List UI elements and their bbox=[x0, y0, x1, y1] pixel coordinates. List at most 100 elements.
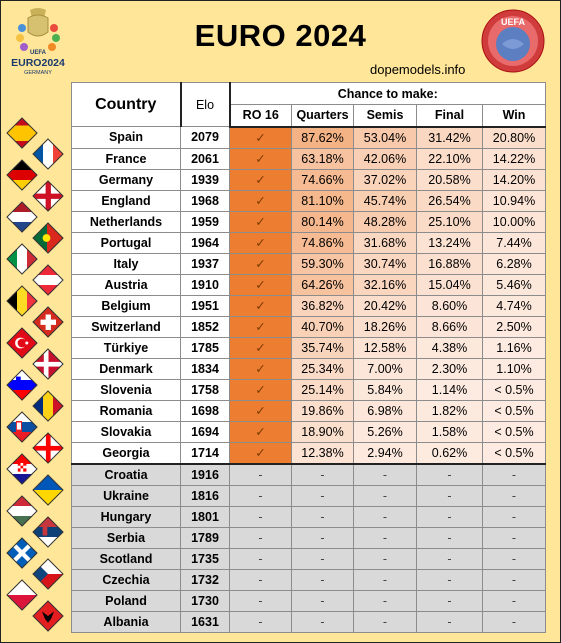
cell-final: 8.66% bbox=[416, 315, 483, 338]
cell-quarters: - bbox=[291, 484, 354, 507]
cell-elo: 1834 bbox=[180, 357, 230, 380]
switzerland-flag-icon bbox=[32, 306, 64, 338]
cell-win: - bbox=[482, 547, 546, 570]
cell-elo: 1852 bbox=[180, 315, 230, 338]
serbia-flag-icon bbox=[32, 516, 64, 548]
cell-quarters: - bbox=[291, 610, 354, 633]
euro2024-logo-icon: UEFA EURO2024 GERMANY bbox=[11, 8, 65, 76]
cell-win: 7.44% bbox=[482, 231, 546, 254]
uefa-logo-icon: UEFA bbox=[481, 9, 545, 73]
table-row: Slovakia 1694 ✓ 18.90% 5.26% 1.58% < 0.5% bbox=[71, 420, 546, 443]
cell-elo: 1735 bbox=[180, 547, 230, 570]
table-row: Romania 1698 ✓ 19.86% 6.98% 1.82% < 0.5% bbox=[71, 399, 546, 422]
table-row: Croatia 1916- - - - - bbox=[71, 462, 546, 486]
cell-quarters: 63.18% bbox=[291, 147, 354, 170]
portugal-flag-icon bbox=[32, 222, 64, 254]
flags-column bbox=[6, 117, 64, 632]
table-row: Georgia 1714 ✓ 12.38% 2.94% 0.62% < 0.5% bbox=[71, 441, 546, 464]
cell-country: Slovenia bbox=[71, 378, 181, 401]
cell-country: Scotland bbox=[71, 547, 181, 570]
cell-ro16: - bbox=[229, 610, 292, 633]
cell-win: - bbox=[482, 484, 546, 507]
cell-elo: 1730 bbox=[180, 589, 230, 612]
cell-semis: 45.74% bbox=[353, 189, 417, 212]
cell-final: - bbox=[416, 568, 483, 591]
cell-win: 5.46% bbox=[482, 273, 546, 296]
cell-quarters: 12.38% bbox=[291, 441, 354, 464]
cell-semis: 42.06% bbox=[353, 147, 417, 170]
cell-ro16: ✓ bbox=[229, 210, 292, 233]
cell-quarters: - bbox=[291, 526, 354, 549]
cell-ro16: ✓ bbox=[229, 399, 292, 422]
table-row: Austria 1910 ✓ 64.26% 32.16% 15.04% 5.46% bbox=[71, 273, 546, 296]
cell-ro16: ✓ bbox=[229, 168, 292, 191]
cell-quarters: 40.70% bbox=[291, 315, 354, 338]
cell-ro16: ✓ bbox=[229, 273, 292, 296]
cell-win: 10.00% bbox=[482, 210, 546, 233]
table-row: Italy 1937 ✓ 59.30% 30.74% 16.88% 6.28% bbox=[71, 252, 546, 275]
cell-win: 20.80% bbox=[482, 126, 546, 149]
cell-elo: 1801 bbox=[180, 505, 230, 528]
cell-country: Denmark bbox=[71, 357, 181, 380]
table-row: Ukraine 1816- - - - - bbox=[71, 484, 546, 507]
col-header-ro16: RO 16 bbox=[229, 104, 292, 128]
cell-win: - bbox=[482, 568, 546, 591]
cell-final: 4.38% bbox=[416, 336, 483, 359]
cell-ro16: ✓ bbox=[229, 126, 292, 149]
cell-semis: 48.28% bbox=[353, 210, 417, 233]
cell-elo: 1968 bbox=[180, 189, 230, 212]
cell-semis: 5.26% bbox=[353, 420, 417, 443]
cell-semis: 31.68% bbox=[353, 231, 417, 254]
cell-semis: 37.02% bbox=[353, 168, 417, 191]
cell-final: - bbox=[416, 589, 483, 612]
romania-flag-icon bbox=[32, 390, 64, 422]
cell-country: Spain bbox=[71, 126, 181, 149]
cell-final: - bbox=[416, 610, 483, 633]
cell-country: Ukraine bbox=[71, 484, 181, 507]
probability-table: Country Elo Chance to make: RO 16 Quarte… bbox=[71, 82, 546, 633]
cell-ro16: ✓ bbox=[229, 378, 292, 401]
cell-elo: 1916 bbox=[180, 462, 230, 486]
cell-elo: 1694 bbox=[180, 420, 230, 443]
cell-elo: 1785 bbox=[180, 336, 230, 359]
cell-win: - bbox=[482, 505, 546, 528]
cell-country: Poland bbox=[71, 589, 181, 612]
cell-final: 15.04% bbox=[416, 273, 483, 296]
cell-elo: 1939 bbox=[180, 168, 230, 191]
cell-country: Albania bbox=[71, 610, 181, 633]
cell-country: Croatia bbox=[71, 462, 181, 486]
croatia-flag-icon bbox=[6, 453, 38, 485]
cell-ro16: ✓ bbox=[229, 294, 292, 317]
cell-elo: 1758 bbox=[180, 378, 230, 401]
slovakia-flag-icon bbox=[6, 411, 38, 443]
cell-elo: 1816 bbox=[180, 484, 230, 507]
cell-final: 1.58% bbox=[416, 420, 483, 443]
cell-semis: - bbox=[353, 462, 417, 486]
table-row: Switzerland 1852 ✓ 40.70% 18.26% 8.66% 2.50% bbox=[71, 315, 546, 338]
netherlands-flag-icon bbox=[6, 201, 38, 233]
cell-ro16: ✓ bbox=[229, 315, 292, 338]
cell-win: < 0.5% bbox=[482, 399, 546, 422]
cell-win: 14.22% bbox=[482, 147, 546, 170]
cell-ro16: - bbox=[229, 568, 292, 591]
table-row: Germany 1939 ✓ 74.66% 37.02% 20.58% 14.20% bbox=[71, 168, 546, 191]
cell-semis: 2.94% bbox=[353, 441, 417, 464]
spain-flag-icon bbox=[6, 117, 38, 149]
table-row: France 2061 ✓ 63.18% 42.06% 22.10% 14.22% bbox=[71, 147, 546, 170]
cell-elo: 1714 bbox=[180, 441, 230, 464]
cell-semis: - bbox=[353, 610, 417, 633]
cell-quarters: - bbox=[291, 568, 354, 591]
table-row: Denmark 1834 ✓ 25.34% 7.00% 2.30% 1.10% bbox=[71, 357, 546, 380]
cell-win: 6.28% bbox=[482, 252, 546, 275]
cell-semis: - bbox=[353, 484, 417, 507]
cell-ro16: ✓ bbox=[229, 357, 292, 380]
table-row: Belgium 1951 ✓ 36.82% 20.42% 8.60% 4.74% bbox=[71, 294, 546, 317]
cell-semis: - bbox=[353, 568, 417, 591]
cell-elo: 1959 bbox=[180, 210, 230, 233]
cell-win: < 0.5% bbox=[482, 420, 546, 443]
cell-final: - bbox=[416, 462, 483, 486]
cell-ro16: ✓ bbox=[229, 231, 292, 254]
cell-country: Italy bbox=[71, 252, 181, 275]
cell-semis: 32.16% bbox=[353, 273, 417, 296]
table-row: Türkiye 1785 ✓ 35.74% 12.58% 4.38% 1.16% bbox=[71, 336, 546, 359]
